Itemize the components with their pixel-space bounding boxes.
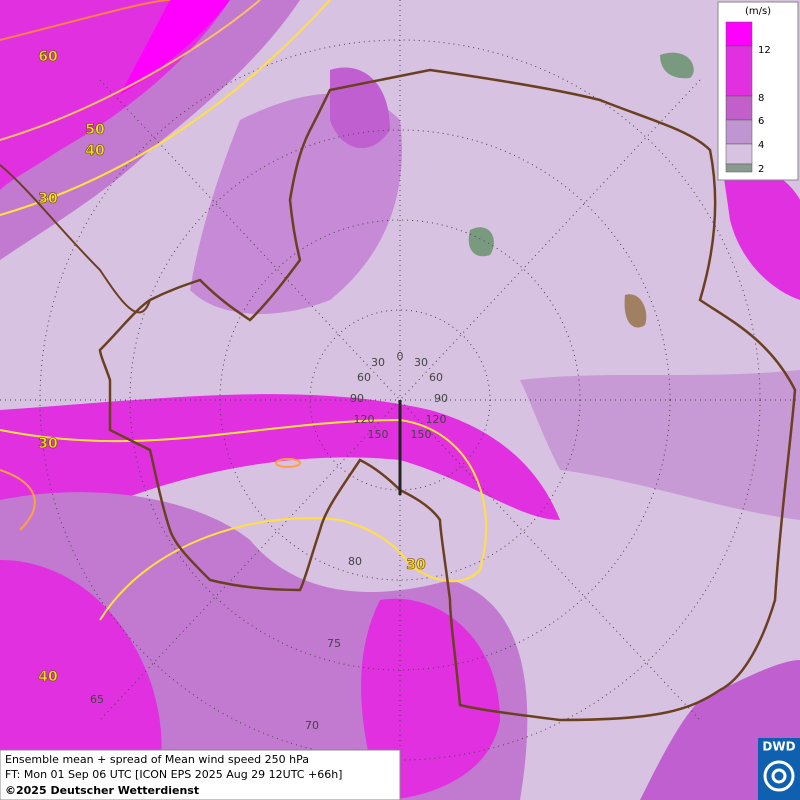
footer-box: [0, 749, 401, 800]
grid-label: 150: [368, 428, 389, 441]
contour-line: [0, 0, 261, 141]
footer-text: FT: Mon 01 Sep 06 UTC [ICON EPS 2025 Aug…: [5, 768, 342, 781]
grid-label: 65: [90, 693, 104, 706]
grid-label: 75: [327, 637, 341, 650]
contour-line: [99, 517, 411, 621]
grid-labels: 30 0 30 60 60 90 90 120 120 150 150 80 7…: [90, 350, 448, 732]
grid-label: 30: [414, 356, 428, 369]
legend: (m/s) 12 8 6 4 2: [717, 1, 799, 181]
grid-label: 80: [348, 555, 362, 568]
grid-label: 120: [354, 413, 375, 426]
grid-label: 150: [411, 428, 432, 441]
field: [520, 370, 800, 520]
logo-icon: [771, 768, 787, 784]
contour-label: 30: [38, 436, 58, 452]
coastline: [98, 68, 797, 722]
logo-text: DWD: [762, 740, 795, 754]
contour-line: [275, 458, 301, 468]
legend-label: 2: [758, 164, 764, 175]
legend-label: 6: [758, 116, 764, 127]
contour-label: 50: [85, 122, 105, 138]
contour-label: 60: [38, 49, 58, 65]
grid-label: 60: [357, 371, 371, 384]
field: [0, 560, 162, 800]
terrain-patch: [660, 52, 694, 79]
logo: DWD: [758, 738, 800, 800]
footer-text: ©2025 Deutscher Wetterdienst: [5, 784, 199, 797]
grid-label: 120: [426, 413, 447, 426]
contour-line: [0, 469, 36, 531]
legend-swatch: [725, 143, 753, 165]
contour-label: 30: [406, 557, 426, 573]
field: [120, 0, 230, 95]
legend-swatch: [725, 119, 753, 145]
contour-label: 40: [38, 669, 58, 685]
grid-label: 90: [350, 392, 364, 405]
terrain-patch: [468, 227, 494, 257]
terrain-patch: [624, 294, 647, 328]
grid-label: 70: [305, 719, 319, 732]
grid-label: 60: [429, 371, 443, 384]
contour-label: 40: [85, 143, 105, 159]
grid-label: 90: [434, 392, 448, 405]
grid-label: 30: [371, 356, 385, 369]
contour-line: [0, 0, 331, 216]
footer-text: Ensemble mean + spread of Mean wind spee…: [5, 753, 309, 766]
footer: Ensemble mean + spread of Mean wind spee…: [0, 749, 401, 800]
legend-label: 8: [758, 93, 764, 104]
legend-swatch: [725, 45, 753, 97]
legend-swatch: [725, 95, 753, 121]
contours: [0, 0, 488, 621]
field: [720, 150, 800, 300]
field: [190, 93, 402, 314]
legend-label: 12: [758, 45, 771, 56]
legend-unit: (m/s): [745, 6, 771, 17]
legend-swatch: [725, 21, 753, 47]
legend-label: 4: [758, 140, 764, 151]
contour-label: 30: [38, 191, 58, 207]
legend-swatch: [725, 163, 753, 173]
contour-line: [0, 418, 488, 583]
coastline: [0, 164, 151, 314]
logo-icon: [763, 760, 795, 792]
contour-line: [0, 0, 171, 41]
grid-label: 0: [397, 350, 404, 363]
contour-labels: 60 50 40 30 30 30 40: [38, 49, 426, 686]
